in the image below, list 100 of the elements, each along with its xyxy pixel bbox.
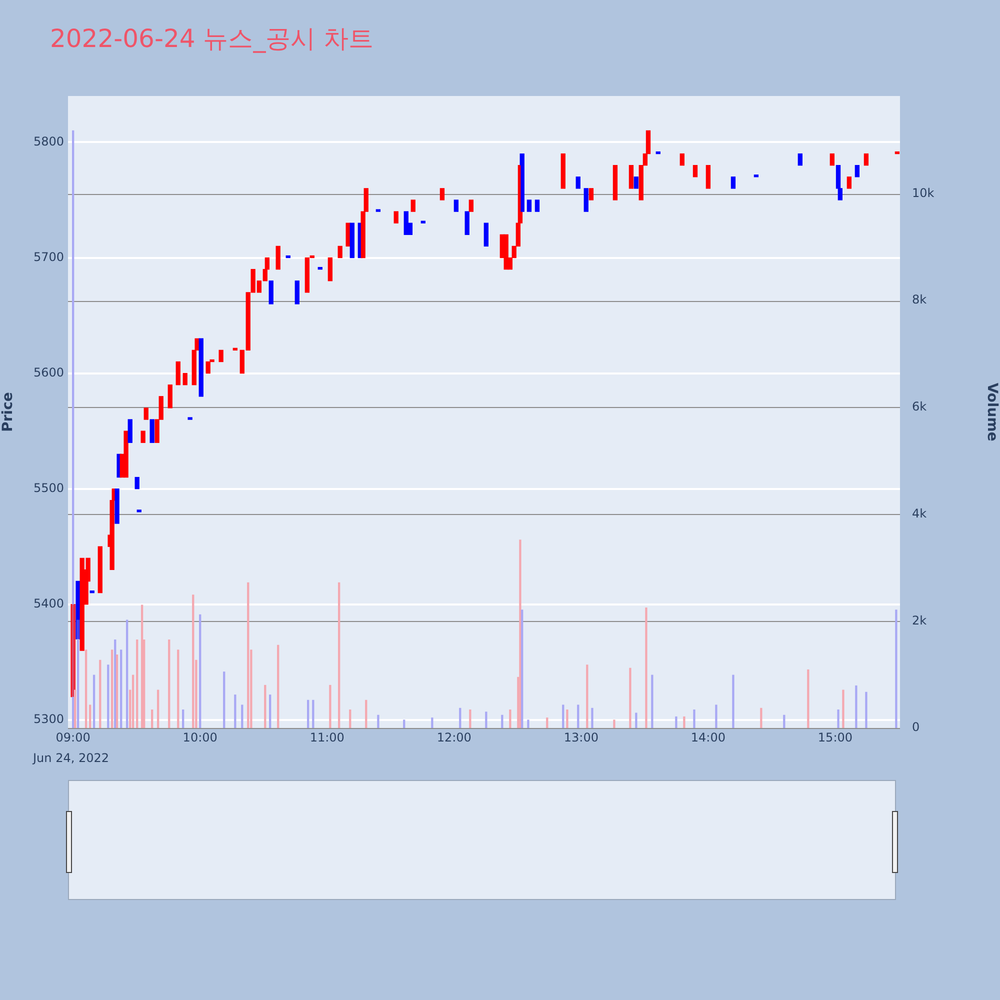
y-tick-label: 5700 [33, 250, 64, 264]
candlestick [328, 257, 333, 282]
x-tick-label: 10:00 [182, 730, 218, 744]
bar [199, 614, 202, 728]
bar [241, 704, 244, 728]
bar [469, 710, 472, 728]
bar [562, 704, 564, 728]
candlestick [338, 246, 342, 258]
bar [760, 708, 762, 728]
bar [277, 644, 280, 728]
bar [151, 710, 154, 728]
bar [269, 694, 272, 728]
bar [110, 650, 114, 728]
bar [107, 664, 110, 728]
bar [132, 674, 134, 728]
bar [247, 582, 250, 728]
y2-tick-label: 2k [912, 613, 927, 628]
candlestick [124, 430, 128, 478]
bar [715, 704, 718, 728]
y-tick-label: 5500 [33, 480, 64, 495]
bar [527, 720, 530, 728]
bar [485, 712, 488, 728]
bar [431, 718, 434, 728]
bar [377, 714, 380, 728]
bar [136, 640, 138, 728]
x-tick-label: 14:00 [690, 730, 726, 744]
x-tick-label: 13:00 [564, 730, 598, 744]
bar [591, 708, 594, 728]
y2-tick-label: 0 [912, 720, 920, 734]
bar [635, 712, 638, 728]
bar [312, 700, 314, 728]
bar [546, 718, 548, 728]
candlestick [830, 153, 834, 166]
bar [126, 620, 128, 728]
bar [693, 710, 696, 728]
bar [182, 710, 184, 728]
candlestick [218, 350, 224, 362]
candlestick [206, 361, 210, 374]
bar [264, 684, 266, 728]
y-tick-label: 5600 [33, 365, 64, 380]
y-tick-label: 5300 [33, 712, 64, 726]
x-tick-label: 09:00 [56, 730, 90, 744]
candlestick [98, 546, 102, 594]
bar [865, 692, 868, 728]
bar [651, 674, 654, 728]
bar [349, 710, 352, 728]
candlestick [484, 222, 488, 247]
candlestick [346, 222, 350, 247]
bar [501, 714, 504, 728]
candlestick [182, 372, 188, 386]
bar [732, 674, 734, 728]
bar [114, 640, 116, 728]
bar [177, 650, 180, 728]
bar [586, 664, 588, 728]
x-tick-label: 15:00 [818, 730, 853, 744]
bar [140, 604, 144, 728]
bar [403, 720, 406, 728]
candlestick [176, 361, 180, 386]
bar [519, 540, 522, 728]
bar [842, 690, 844, 728]
bar [566, 710, 568, 728]
chart-title: 2022-06-24 뉴스_공시 차트 [50, 23, 374, 55]
y2-tick-label: 8k [912, 292, 927, 307]
candlestick [134, 476, 140, 490]
y-tick-label: 5400 [33, 596, 64, 610]
bar [338, 582, 340, 728]
bar [84, 650, 88, 728]
bar [99, 660, 102, 728]
bar [895, 610, 898, 728]
bar [613, 720, 616, 728]
bar [577, 704, 580, 728]
bar [509, 710, 512, 728]
candlestick [560, 153, 566, 189]
candlestick [864, 153, 869, 166]
y-axis-title: Price [0, 392, 16, 432]
bar [223, 672, 226, 728]
bar [365, 700, 368, 728]
bar [645, 607, 648, 728]
y2-tick-label: 6k [912, 400, 927, 414]
candlestick [276, 246, 280, 270]
x-tick-label: 11:00 [310, 730, 344, 744]
candlestick [680, 153, 684, 166]
bar [855, 685, 858, 728]
bar [521, 610, 524, 728]
bar [234, 694, 236, 728]
bar [329, 684, 332, 728]
y2-tick-label: 10k [912, 186, 934, 200]
bar [156, 690, 160, 728]
bar [459, 708, 462, 728]
bar [629, 668, 632, 728]
bar [120, 650, 122, 728]
bar [807, 669, 810, 728]
bar [116, 654, 118, 728]
x-tick-label: 12:00 [436, 730, 472, 744]
bar [306, 700, 310, 728]
y2-tick-label: 4k [912, 506, 927, 520]
bar [89, 704, 92, 728]
bar [192, 594, 194, 728]
bar [92, 674, 96, 728]
bar [837, 710, 840, 728]
